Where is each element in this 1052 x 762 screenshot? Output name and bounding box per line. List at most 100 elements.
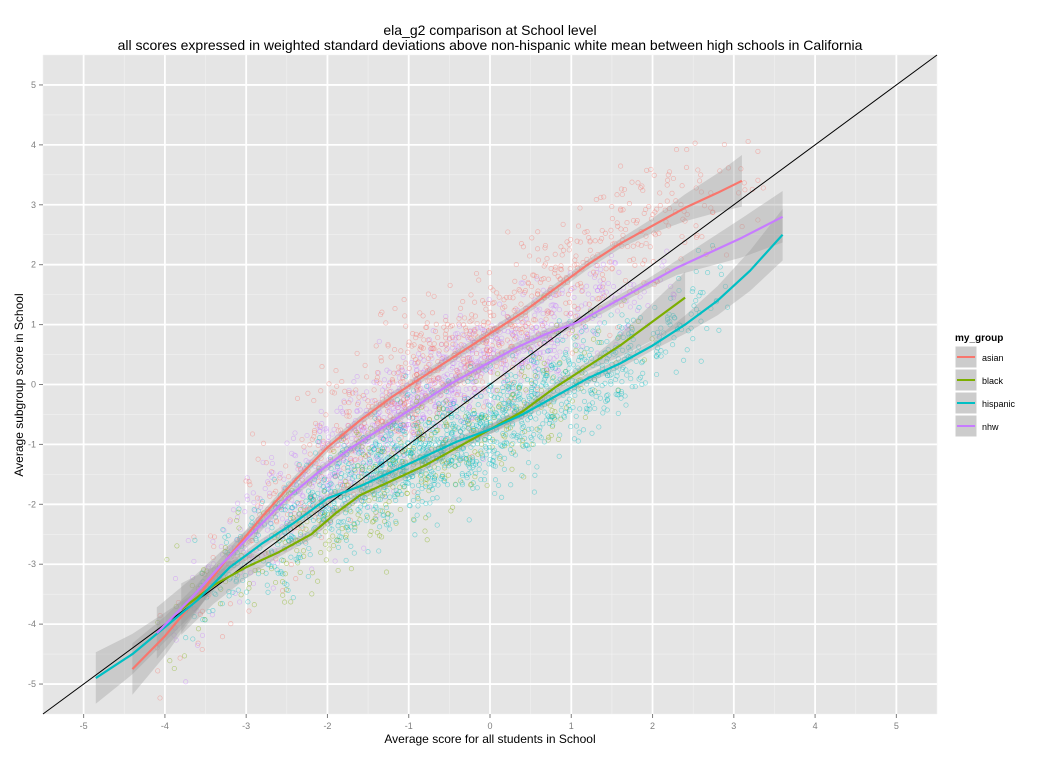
scatter-point-hispanic	[432, 475, 438, 481]
scatter-point-black	[326, 538, 332, 544]
scatter-point-asian	[489, 343, 495, 349]
scatter-point-black	[470, 428, 476, 434]
scatter-point-hispanic	[685, 328, 691, 334]
scatter-point-black	[401, 448, 408, 454]
scatter-point-asian	[471, 372, 477, 378]
scatter-point-black	[334, 537, 340, 543]
scatter-point-hispanic	[556, 318, 562, 324]
scatter-point-hispanic	[563, 352, 569, 358]
scatter-point-nhw	[421, 415, 427, 421]
scatter-point-nhw	[516, 350, 522, 356]
scatter-point-asian	[537, 341, 543, 347]
scatter-point-asian	[454, 348, 460, 354]
scatter-point-hispanic	[493, 410, 499, 416]
scatter-point-hispanic	[603, 398, 609, 404]
scatter-point-asian	[341, 483, 347, 489]
scatter-point-nhw	[441, 373, 447, 379]
scatter-point-asian	[387, 389, 393, 395]
scatter-point-asian	[311, 428, 318, 434]
scatter-point-nhw	[547, 348, 553, 354]
scatter-point-asian	[571, 303, 577, 309]
scatter-point-asian	[412, 411, 418, 418]
scatter-point-nhw	[522, 347, 528, 353]
scatter-point-nhw	[513, 334, 519, 340]
scatter-point-nhw	[378, 450, 384, 456]
scatter-point-nhw	[210, 561, 216, 567]
scatter-point-black	[390, 484, 396, 490]
scatter-point-nhw	[493, 335, 499, 341]
scatter-point-black	[629, 325, 635, 331]
scatter-point-nhw	[381, 414, 387, 421]
scatter-point-asian	[255, 503, 261, 509]
scatter-point-nhw	[571, 285, 577, 291]
scatter-point-asian	[300, 525, 306, 531]
scatter-point-nhw	[550, 291, 556, 297]
scatter-point-black	[494, 387, 500, 393]
scatter-point-hispanic	[529, 389, 535, 395]
scatter-point-asian	[319, 474, 325, 480]
scatter-point-black	[468, 482, 474, 488]
scatter-point-asian	[273, 517, 279, 524]
scatter-point-nhw	[493, 388, 499, 394]
scatter-point-asian	[461, 380, 467, 386]
scatter-point-asian	[208, 533, 214, 539]
scatter-point-nhw	[457, 366, 463, 372]
scatter-point-asian	[293, 576, 299, 582]
scatter-point-nhw	[450, 360, 456, 366]
scatter-point-hispanic	[478, 393, 484, 399]
scatter-point-hispanic	[475, 402, 481, 408]
scatter-point-black	[390, 457, 396, 463]
scatter-point-asian	[400, 449, 406, 455]
scatter-point-black	[322, 512, 328, 518]
scatter-point-nhw	[497, 329, 503, 335]
scatter-point-nhw	[410, 401, 416, 407]
scatter-point-nhw	[468, 356, 475, 362]
scatter-point-asian	[330, 446, 336, 452]
scatter-point-nhw	[318, 496, 325, 502]
scatter-point-hispanic	[392, 480, 398, 486]
scatter-point-hispanic	[655, 345, 661, 351]
scatter-point-black	[508, 395, 514, 401]
scatter-point-nhw	[439, 365, 445, 371]
scatter-point-asian	[627, 258, 633, 264]
scatter-point-black	[582, 414, 588, 421]
scatter-point-black	[333, 489, 339, 495]
scatter-point-hispanic	[428, 441, 434, 447]
scatter-point-black	[351, 522, 357, 528]
scatter-point-asian	[422, 393, 429, 399]
scatter-point-hispanic	[473, 461, 479, 467]
scatter-point-nhw	[498, 339, 504, 345]
scatter-point-asian	[443, 342, 449, 348]
scatter-point-nhw	[431, 404, 438, 410]
scatter-point-asian	[346, 413, 352, 419]
scatter-point-nhw	[554, 292, 560, 298]
scatter-point-asian	[618, 163, 624, 169]
scatter-point-black	[573, 333, 579, 339]
scatter-point-asian	[599, 236, 605, 242]
scatter-point-asian	[466, 361, 472, 367]
scatter-point-nhw	[377, 409, 383, 415]
scatter-point-hispanic	[520, 365, 526, 371]
scatter-point-nhw	[508, 389, 514, 395]
scatter-point-nhw	[416, 424, 422, 430]
scatter-point-black	[433, 473, 439, 479]
scatter-point-hispanic	[460, 426, 466, 432]
scatter-point-nhw	[462, 419, 468, 426]
scatter-point-asian	[574, 238, 580, 244]
scatter-point-nhw	[385, 404, 391, 410]
scatter-point-asian	[404, 396, 410, 402]
scatter-point-nhw	[374, 513, 380, 519]
scatter-point-nhw	[401, 424, 407, 430]
scatter-point-nhw	[403, 421, 410, 428]
scatter-point-hispanic	[321, 511, 327, 518]
scatter-point-hispanic	[487, 456, 493, 463]
scatter-point-asian	[419, 403, 425, 409]
scatter-point-asian	[469, 416, 475, 422]
scatter-point-black	[616, 334, 622, 340]
scatter-point-nhw	[661, 258, 667, 264]
scatter-point-asian	[476, 277, 482, 283]
scatter-point-black	[309, 570, 316, 576]
scatter-point-nhw	[399, 367, 405, 373]
scatter-point-nhw	[384, 426, 390, 432]
scatter-point-asian	[416, 387, 422, 393]
